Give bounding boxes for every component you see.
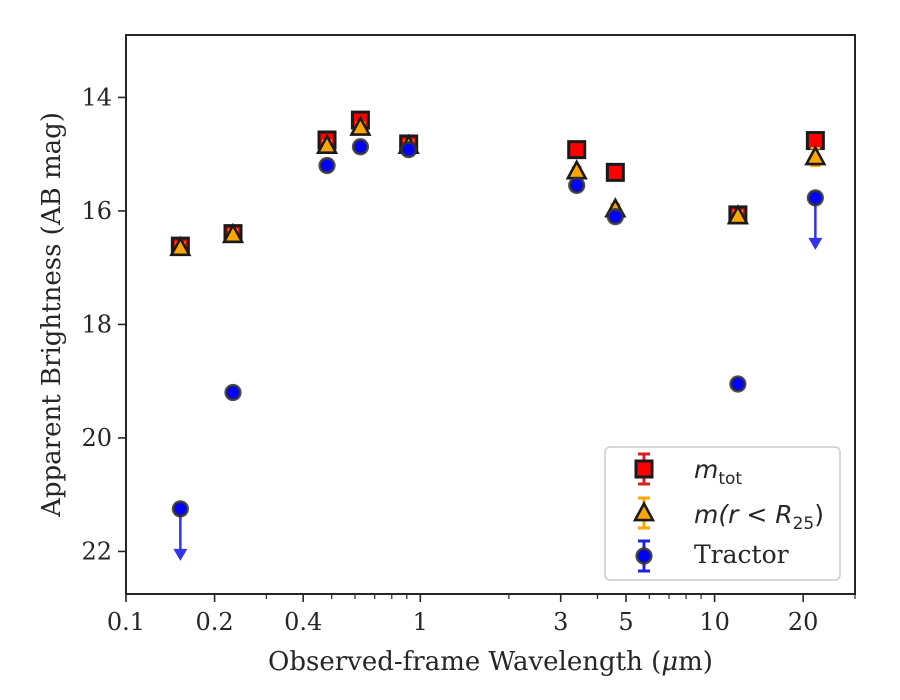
data-point-triangle — [349, 115, 372, 136]
y-tick-label: 14 — [81, 83, 112, 111]
legend-box — [604, 446, 841, 581]
plot-area — [169, 110, 827, 561]
legend: mtot m(r < R25) Tractor — [604, 446, 841, 581]
data-point-circle — [729, 375, 747, 393]
upper-limit-arrow-head — [808, 237, 823, 250]
plot-frame — [125, 34, 856, 595]
data-point-circle — [171, 500, 189, 518]
legend-label-tractor: Tractor — [694, 540, 789, 569]
y-tick-label: 20 — [81, 424, 112, 452]
y-tick-label: 16 — [81, 197, 112, 225]
x-tick-label: 10 — [699, 608, 730, 636]
data-point-circle — [224, 383, 242, 402]
data-point-square — [605, 162, 625, 182]
axes: 0.1 0.2 0.4 1 3 5 10 20 14 16 18 20 22 — [81, 83, 856, 636]
data-point-circle — [318, 156, 336, 175]
x-tick-label: 0.1 — [107, 608, 145, 636]
data-point-square — [567, 140, 587, 160]
data-point-circle — [606, 207, 624, 226]
x-tick-label: 20 — [788, 608, 819, 636]
x-tick-label: 5 — [618, 608, 633, 636]
legend-label-m-tot: mtot — [694, 455, 742, 489]
upper-limit-arrow-head — [173, 548, 188, 561]
data-point-triangle — [804, 144, 827, 166]
data-point-triangle — [315, 133, 339, 154]
x-tick-label: 1 — [413, 608, 428, 636]
legend-marker-circle — [635, 547, 653, 565]
y-tick-label: 18 — [81, 310, 112, 338]
data-point-circle — [806, 189, 824, 207]
data-point-circle — [568, 176, 586, 195]
data-point-circle — [351, 138, 370, 156]
data-point-triangle — [169, 235, 192, 257]
y-axis-label: Apparent Brightness (AB mag) — [37, 112, 67, 518]
x-tick-label: 3 — [553, 608, 568, 636]
legend-label-m-r25: m(r < R25) — [694, 500, 824, 534]
x-axis-label: Observed-frame Wavelength (μm) — [268, 647, 713, 677]
x-tick-label: 0.2 — [196, 608, 234, 636]
legend-marker-square — [634, 459, 654, 479]
data-point-circle — [400, 141, 418, 159]
legend-marker-triangle — [632, 500, 656, 522]
data-point-triangle — [726, 203, 750, 225]
data-point-triangle — [221, 222, 245, 244]
y-tick-label: 22 — [81, 537, 112, 565]
x-tick-label: 0.4 — [284, 608, 322, 636]
